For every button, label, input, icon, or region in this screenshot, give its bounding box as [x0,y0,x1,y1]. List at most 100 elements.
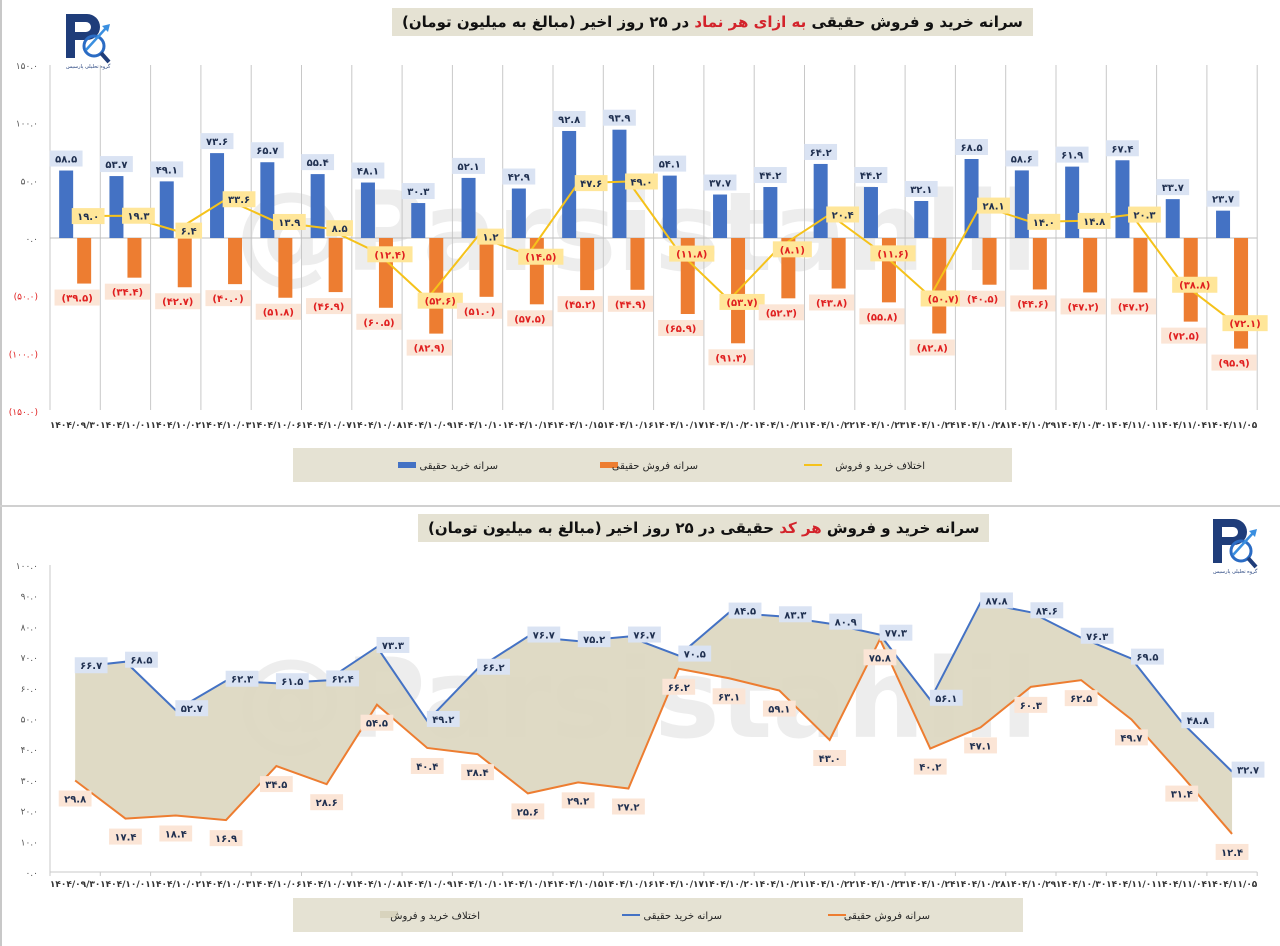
x-tick-label: ۱۴۰۴/۱۱/۰۱ [1106,880,1157,890]
logo-magnifier-handle [1246,556,1258,569]
buy-bar [964,158,979,238]
diff-label: ۸.۵ [332,224,348,235]
diff-label: (۱۱.۸) [676,250,707,261]
sell-label-bg [461,764,494,781]
buy-label: ۷۷.۳ [885,629,907,640]
x-tick-label: ۱۴۰۴/۱۱/۰۱ [1106,421,1157,431]
sell-label-bg [104,283,151,300]
diff-label: (۵۳.۷) [726,298,757,309]
diff-label: (۸.۱) [780,245,805,256]
buy-label-bg [1055,146,1089,163]
sell-label: ۴۰.۴ [416,762,438,773]
bottom-chart-title: سرانه خرید و فروش هر کد حقیقی در ۲۵ روز … [418,514,990,542]
diff-label-bg [272,213,306,230]
x-tick-label: ۱۴۰۴/۱۰/۲۹ [1006,880,1057,890]
x-tick-label: ۱۴۰۴/۱۰/۰۱ [100,421,151,431]
buy-label-bg [829,613,863,630]
sell-bar [1234,238,1249,349]
buy-label: ۷۶.۷ [633,631,655,642]
sell-label-bg [758,304,804,321]
buy-bar [813,163,828,238]
y-tick-label: ۶۰.۰ [21,685,38,695]
x-tick-label: ۱۴۰۴/۰۹/۳۰ [50,421,101,431]
sell-label: (۴۰.۵) [967,295,998,306]
diff-label: (۵۲.۶) [425,297,456,308]
buy-label: ۷۶.۳ [1086,632,1108,643]
x-tick-label: ۱۴۰۴/۱۰/۲۱ [754,421,805,431]
sell-line [74,636,1233,835]
buy-label-bg [125,651,158,668]
buy-label-bg [477,658,510,675]
buy-label: ۹۳.۹ [608,114,630,125]
panel-edge [0,507,2,946]
sell-label: ۴۷.۱ [969,741,991,752]
sell-label-bg [406,339,452,356]
sell-label-bg [255,303,301,320]
sell-label-bg [155,293,201,310]
sell-bar [127,238,142,278]
sell-label: ۷۵.۸ [869,653,891,664]
logo-arrow [1232,532,1254,556]
buy-label: ۵۸.۶ [1011,154,1033,165]
y-tick-label: ۱۰.۰ [21,838,38,848]
buy-label-bg [275,673,309,690]
sell-label-bg [813,749,847,766]
x-tick-label: ۱۴۰۴/۱۰/۰۶ [251,880,302,890]
buy-label-bg [1156,179,1190,196]
sell-bar [982,238,997,285]
sell-label: (۵۵.۸) [866,312,897,323]
y-tick-label: ۲۰.۰ [21,808,38,818]
diff-label: ۱۴.۰ [1033,218,1055,229]
sell-label-bg [456,302,503,319]
buy-label: ۳۲.۷ [1237,766,1259,777]
buy-label-bg [879,624,913,641]
sell-label-bg [1060,298,1106,315]
buy-label-bg [929,689,963,706]
logo-magnifier [82,34,106,58]
logo-bowl [75,14,100,40]
x-tick-label: ۱۴۰۴/۱۰/۱۶ [603,880,654,890]
buy-label: ۶۱.۵ [281,677,303,688]
sell-label: ۵۴.۵ [366,719,388,730]
sell-bar [228,238,243,285]
buy-bar [109,176,124,238]
diff-label: ۱۹.۳ [127,212,149,223]
diff-label: ۲۸.۱ [982,202,1004,213]
legend-label-diff: اختلاف خرید و فروش [835,461,925,472]
buy-bar [763,187,778,238]
buy-label-bg [49,150,83,167]
sell-label: ۴۳.۰ [819,754,841,765]
sell-label: (۴۲.۷) [162,297,193,308]
buy-label: ۷۶.۷ [533,631,555,642]
sell-label-bg [964,737,997,754]
buy-label-bg [1181,712,1215,729]
top-chart-panel: سرانه خرید و فروش حقیقی به ازای هر نماد … [0,0,1280,507]
legend-label-sell: سرانه فروش حقیقی [844,911,930,922]
buy-label: ۶۴.۲ [810,148,832,159]
y-tick-label: ۳۰.۰ [21,777,38,787]
buy-label: ۸۳.۳ [784,610,806,621]
sell-label: ۲۹.۸ [64,795,86,806]
y-tick-label: ۱۰۰.۰ [16,562,38,572]
x-tick-label: ۱۴۰۴/۱۰/۱۵ [553,880,604,890]
buy-label: ۴۴.۲ [860,171,882,182]
x-tick-label: ۱۴۰۴/۰۹/۳۰ [50,880,101,890]
panel-edge [0,0,2,505]
sell-label: (۳۹.۵) [62,294,93,305]
buy-bar [511,188,526,238]
legend-swatch-buy [398,462,416,468]
buy-label: ۸۴.۶ [1036,606,1058,617]
sell-label-bg [859,308,905,325]
sell-label-bg [1014,696,1048,713]
diff-area [75,602,1233,834]
sell-label: ۶۶.۲ [668,683,690,694]
diff-label: (۱۱.۶) [877,249,908,260]
sell-label: ۶۰.۳ [1020,701,1042,712]
sell-label: ۳۱.۴ [1171,790,1193,801]
sell-label: ۶۲.۵ [1070,694,1092,705]
buy-label: ۶۱.۹ [1061,151,1083,162]
sell-label-bg [913,758,947,775]
title-part2: حقیقی در ۲۵ روز اخیر (مبالغ به میلیون تو… [428,519,780,537]
logo-stem [66,14,75,58]
buy-label: ۳۳.۷ [1162,183,1184,194]
